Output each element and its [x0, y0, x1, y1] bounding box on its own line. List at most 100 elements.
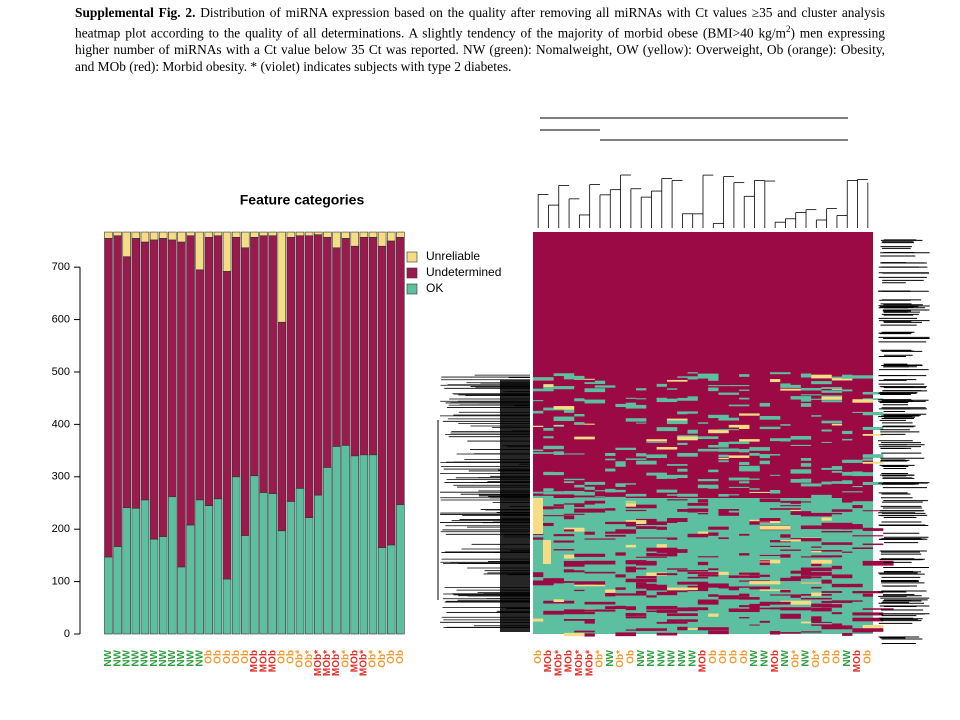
heat-cell	[697, 531, 709, 535]
heat-cell	[821, 522, 853, 526]
heat-column-label: NW	[667, 649, 678, 666]
heat-cell	[852, 612, 884, 616]
heat-cell	[759, 498, 781, 503]
heat-cell	[563, 491, 585, 495]
heat-cell	[687, 429, 698, 434]
heat-cell	[656, 383, 667, 387]
heat-cell	[790, 595, 801, 598]
bar-segment	[186, 524, 195, 635]
x-tick-label: Ob	[222, 650, 233, 664]
heat-cell	[677, 626, 688, 631]
bar-segment	[286, 236, 296, 502]
bar-segment	[149, 231, 159, 241]
heat-cell	[666, 521, 678, 524]
x-tick-label: Ob*	[295, 650, 306, 668]
heat-cell	[574, 398, 585, 402]
heat-cell	[594, 496, 606, 498]
heat-cell	[533, 533, 544, 535]
bar-segment	[396, 504, 405, 635]
heat-cell	[615, 447, 637, 450]
heat-cell	[563, 529, 575, 532]
heat-cell	[656, 447, 678, 450]
heat-cell	[553, 534, 575, 537]
heat-cell	[646, 472, 667, 476]
heat-cell	[852, 547, 873, 549]
heat-cell	[718, 460, 729, 463]
heat-cell	[605, 534, 626, 537]
heat-cell	[708, 378, 719, 381]
heat-cell	[625, 544, 637, 548]
heat-column-label: Ob	[626, 650, 637, 664]
bar-segment	[140, 231, 150, 243]
bar-segment	[149, 538, 159, 635]
heat-cell	[718, 585, 729, 589]
heat-column-label: MOb*	[574, 650, 585, 676]
heat-cell	[759, 518, 781, 522]
y-tick-label: 700	[52, 261, 70, 273]
heat-cell	[533, 618, 544, 622]
bar-segment	[323, 231, 332, 238]
heat-cell	[800, 556, 832, 558]
heat-cell	[862, 458, 873, 461]
heat-cell	[636, 422, 647, 424]
bar-segment	[295, 488, 305, 635]
heat-cell	[759, 454, 770, 459]
x-tick-label: NW	[185, 649, 196, 666]
legend-swatch	[406, 251, 418, 263]
heat-cell	[811, 398, 822, 400]
heat-cell	[811, 624, 843, 626]
heat-cell	[862, 426, 884, 430]
heat-cell	[666, 619, 698, 622]
bar-segment	[250, 231, 259, 238]
heat-cell	[718, 429, 740, 431]
bar-segment	[131, 231, 141, 239]
heat-cell	[697, 448, 719, 452]
heat-column-label: NW	[646, 649, 657, 666]
heat-column-label: Ob	[533, 650, 544, 664]
heat-cell	[811, 546, 822, 548]
heat-cell	[636, 584, 667, 589]
heat-cell	[759, 426, 781, 430]
bar-segment	[368, 231, 378, 238]
x-tick-label: NW	[112, 649, 123, 666]
heat-cell	[749, 453, 760, 456]
heat-cell	[800, 575, 812, 579]
bar-segment	[241, 535, 250, 635]
bar-segment	[350, 231, 359, 247]
heat-cell	[677, 436, 698, 441]
heat-cell	[718, 417, 740, 421]
heat-cell	[594, 385, 616, 388]
heat-cell	[625, 397, 637, 399]
heat-cell	[800, 525, 822, 530]
heat-cell	[584, 633, 595, 637]
heat-column-label: NW	[780, 649, 791, 666]
heat-cell	[862, 454, 884, 458]
heat-cell	[811, 381, 832, 385]
bar-segment	[195, 499, 204, 635]
bar-segment	[168, 239, 177, 497]
bar-segment	[168, 231, 177, 241]
heat-cell	[728, 404, 750, 407]
heat-cell	[769, 631, 781, 635]
heat-cell	[708, 444, 729, 448]
x-tick-label: NW	[158, 649, 169, 666]
bar-segment	[104, 238, 113, 558]
heat-cell	[800, 479, 812, 481]
heat-cell	[605, 458, 616, 461]
bar-segment	[304, 235, 314, 518]
heat-cell	[739, 533, 750, 536]
heat-cell	[759, 402, 770, 407]
heat-cell	[656, 489, 678, 493]
heat-cell	[697, 627, 729, 631]
legend-label: OK	[426, 281, 443, 295]
heat-top	[533, 232, 873, 498]
heat-cell	[646, 441, 667, 443]
heat-cell	[543, 386, 554, 391]
heat-cell	[780, 540, 791, 542]
heat-cell	[821, 481, 832, 485]
chart-title: Feature categories	[240, 192, 365, 208]
heat-cell	[739, 425, 750, 430]
bar-segment	[259, 492, 268, 635]
heat-cell	[821, 387, 843, 389]
